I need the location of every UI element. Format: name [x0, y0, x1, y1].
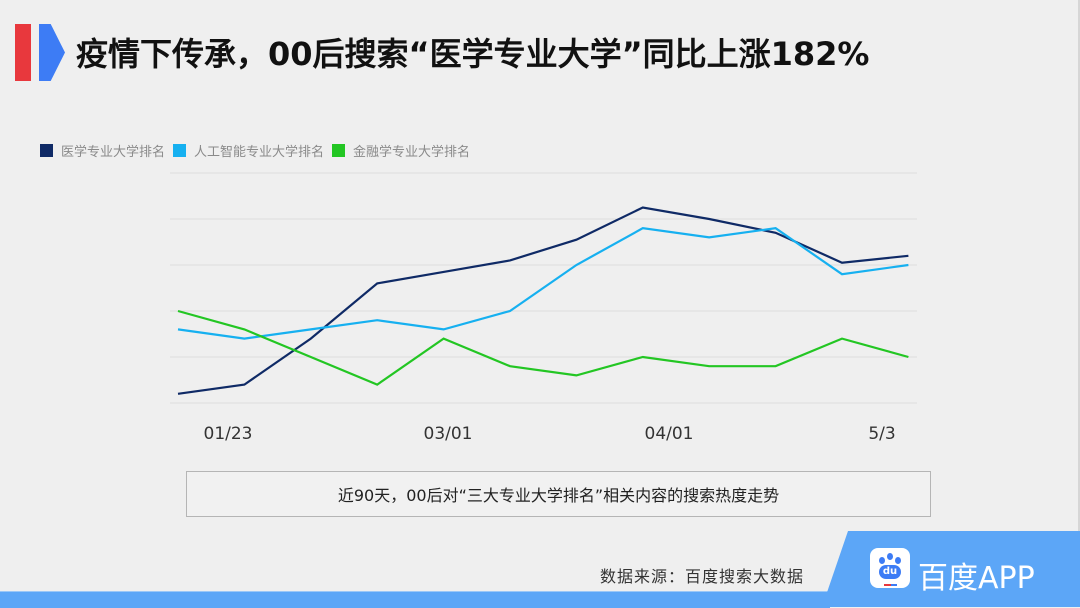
- bottom-bar: [0, 591, 830, 608]
- slide-edge: [1078, 0, 1080, 607]
- legend-label: 医学专业大学排名: [61, 145, 166, 160]
- brand-name: 百度APP: [918, 561, 1035, 596]
- legend-swatch-navy-icon: [40, 144, 53, 157]
- series-line-1: [177, 227, 909, 340]
- baidu-paw-logo-icon: du: [870, 548, 910, 588]
- legend-item-medicine: 医学专业大学排名: [40, 141, 165, 160]
- legend-item-finance: 金融学专业大学排名: [332, 141, 470, 160]
- legend-item-ai: 人工智能专业大学排名: [173, 141, 324, 160]
- legend-swatch-lightblue-icon: [173, 144, 187, 157]
- brand-tab: [822, 531, 1080, 607]
- chart-caption-box: 近90天，00后对“三大专业大学排名”相关内容的搜索热度走势: [186, 471, 931, 517]
- legend-label: 人工智能专业大学排名: [194, 145, 325, 160]
- x-tick-label: 5/3: [868, 424, 896, 444]
- legend-label: 金融学专业大学排名: [353, 145, 471, 160]
- chart-legend: 医学专业大学排名 人工智能专业大学排名 金融学专业大学排名: [40, 141, 478, 160]
- x-tick-label: 01/23: [203, 424, 253, 444]
- legend-swatch-green-icon: [332, 144, 346, 157]
- series-line-0: [177, 206, 909, 395]
- page-title: 疫情下传承，00后搜索“医学专业大学”同比上涨182%: [76, 35, 870, 73]
- x-tick-label: 04/01: [644, 424, 694, 444]
- logo-text: du: [879, 565, 901, 579]
- chart-caption: 近90天，00后对“三大专业大学排名”相关内容的搜索热度走势: [337, 486, 780, 505]
- series-line-2: [177, 309, 909, 386]
- title-accent-red: [15, 24, 31, 81]
- x-tick-label: 03/01: [423, 424, 473, 444]
- data-source: 数据来源：百度搜索大数据: [600, 567, 805, 586]
